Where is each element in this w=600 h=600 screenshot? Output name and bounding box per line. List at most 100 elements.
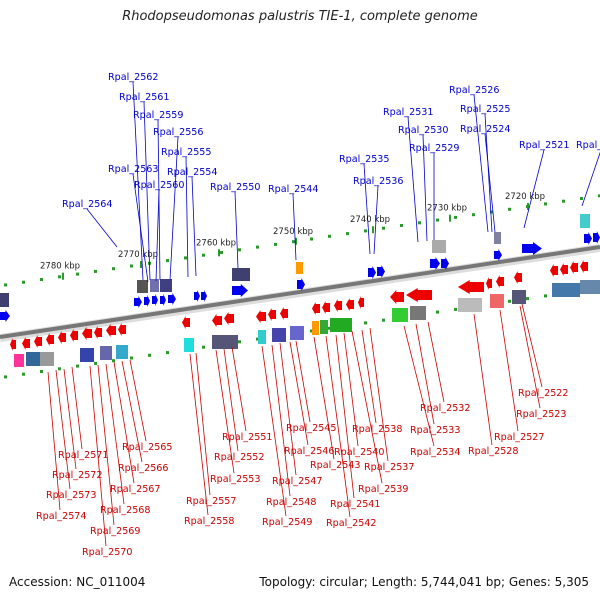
reverse-gene-arrow [94,326,102,339]
gene-label-top: Rpal_2564 [62,199,113,210]
reverse-gene-arrow [346,298,354,311]
scale-dot-upper [544,202,547,206]
reverse-gene-arrow [312,302,320,315]
gene-label-top: Rpal_2560 [134,180,185,191]
gene-label-top: Rpal_2550 [210,182,261,193]
kbp-tick [218,249,220,257]
scale-dot-lower [40,370,43,373]
accession-text: Accession: NC_011004 [9,575,146,589]
scale-dot-upper [346,232,349,236]
gene-leader-bottom [261,345,287,517]
gene-label-top: Rpal_2521 [519,140,570,151]
gene-leader-bottom [215,349,235,474]
homology-block [184,338,194,352]
scale-dot-upper [130,264,133,268]
gene-leader-bottom [415,323,435,425]
scale-dot-upper [364,229,367,233]
scale-dot-upper [418,221,421,225]
scale-dot-upper [382,226,385,230]
homology-block [272,328,286,342]
gene-label-top: Rpal_2531 [383,107,434,118]
gene-label-bottom: Rpal_2539 [358,484,409,495]
scale-dot-lower [238,340,241,344]
homology-block [392,308,408,322]
homology-block [320,320,328,334]
gene-label-bottom: Rpal_2540 [334,447,385,458]
gene-leader-top [169,136,179,281]
gene-leader-bottom [403,325,435,447]
scale-dot-upper [400,224,403,227]
gene-leader-bottom [105,363,125,505]
scale-dot-upper [292,240,295,244]
forward-gene-arrow [430,257,440,270]
reverse-gene-arrow [268,308,276,321]
gene-label-top: Rpal_2530 [398,125,449,136]
scale-dot-upper [436,218,439,222]
gene-leader-bottom [113,361,135,484]
gene-leader-bottom [313,336,335,460]
forward-gene-arrow [144,295,150,307]
gene-leader-bottom [521,303,543,388]
reverse-gene-arrow [58,331,66,344]
gene-label-top: Rpal_2561 [119,92,170,103]
homology-block [296,262,303,274]
scale-dot-upper [490,210,493,214]
reverse-gene-arrow [224,312,234,325]
scale-dot-upper [328,234,331,238]
scale-dot-lower [364,321,367,325]
scale-dot-lower [94,361,97,365]
forward-gene-arrow [194,290,200,302]
gene-leader-bottom [271,344,291,497]
gene-label-top: Rpal_2524 [460,124,511,135]
gene-label-top: Rpal_2556 [153,127,204,138]
reverse-gene-arrow [496,275,504,288]
kbp-tick [140,261,142,268]
reverse-gene-arrow [570,261,578,274]
gene-leader-top [473,94,489,233]
gene-leader-bottom [499,309,519,432]
gene-leader-top [157,119,161,281]
forward-gene-arrow [297,278,305,291]
gene-leader-top [484,133,496,233]
scale-dot-upper [76,272,79,276]
gene-label-top: Rpal_2536 [353,176,404,187]
homology-block [232,268,250,281]
scale-dot-lower [22,372,25,376]
homology-block [312,321,319,335]
homology-block [290,326,304,340]
gene-label-bottom: Rpal_2572 [52,470,103,481]
gene-leader-top [484,113,493,233]
scale-dot-lower [310,329,313,333]
scale-dot-upper [58,275,61,279]
scale-dot-lower [112,359,115,363]
gene-label-top: Rpal_2529 [409,143,460,154]
kbp-label: 2760 kbp [196,238,236,248]
scale-dot-lower [58,367,61,371]
reverse-gene-arrow [486,277,492,290]
reverse-gene-arrow [10,338,16,351]
scale-dot-upper [94,269,97,273]
reverse-gene-arrow [106,324,116,337]
reverse-gene-arrow [34,335,42,348]
gene-leader-bottom [427,321,445,403]
scale-dot-lower [130,356,133,360]
gene-label-bottom: Rpal_2553 [210,474,261,485]
gene-label-bottom: Rpal_2557 [186,496,237,507]
homology-block [458,298,482,312]
scale-dot-lower [148,353,151,357]
reverse-gene-arrow [514,271,522,284]
kbp-label: 2770 kbp [118,250,158,260]
scale-dot-upper [40,278,43,281]
scale-dot-upper [310,237,313,241]
reverse-gene-arrow [82,327,92,340]
kbp-label: 2730 kbp [427,204,467,214]
homology-block [580,280,600,294]
map-title: Rhodopseudomonas palustris TIE-1, comple… [122,9,478,24]
gene-label-bottom: Rpal_2570 [82,547,133,558]
gene-label-top: Rpal_2525 [460,104,511,115]
gene-leader-top [523,149,545,229]
gene-leader-bottom [189,353,209,516]
gene-label-top: Rpal_2554 [167,167,218,178]
gene-label-bottom: Rpal_2565 [122,442,173,453]
